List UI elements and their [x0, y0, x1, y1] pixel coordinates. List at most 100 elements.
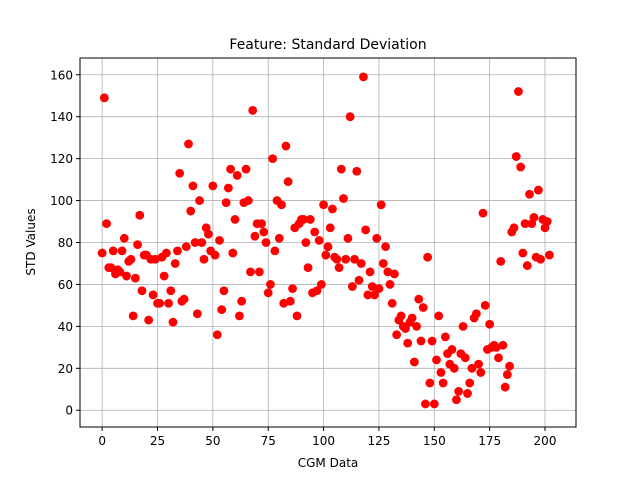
data-point	[181, 242, 191, 252]
data-point	[334, 263, 344, 273]
data-point	[248, 106, 258, 115]
data-point	[350, 254, 359, 264]
grid	[80, 58, 576, 427]
y-tick-label: 60	[58, 278, 73, 292]
data-point	[288, 284, 297, 294]
data-point	[478, 208, 488, 218]
data-point	[161, 248, 171, 258]
data-point	[418, 303, 428, 312]
data-point	[421, 399, 430, 409]
data-point	[212, 330, 222, 340]
data-point	[99, 93, 109, 103]
data-point	[135, 210, 145, 220]
data-point	[392, 330, 402, 340]
data-point	[126, 254, 136, 264]
data-point	[279, 298, 289, 308]
data-point	[305, 215, 315, 224]
data-point	[323, 242, 333, 252]
data-point	[518, 248, 528, 258]
x-tick-label: 25	[150, 434, 165, 448]
data-point	[436, 368, 446, 377]
data-point	[257, 219, 266, 229]
data-point	[217, 305, 227, 314]
data-point	[130, 273, 140, 283]
data-point	[465, 378, 475, 388]
data-point	[219, 286, 229, 296]
data-point	[241, 164, 251, 174]
data-point	[215, 236, 224, 245]
data-point	[509, 223, 519, 233]
data-point	[474, 359, 483, 369]
data-point	[414, 294, 424, 304]
data-point	[412, 321, 421, 331]
data-point	[372, 233, 382, 243]
y-tick-label: 160	[50, 68, 73, 82]
data-point	[359, 72, 368, 82]
data-point	[500, 382, 510, 392]
data-point	[454, 386, 464, 396]
y-tick-label: 20	[58, 362, 73, 376]
data-point	[463, 389, 472, 398]
data-point	[434, 311, 444, 321]
data-point	[423, 252, 433, 262]
data-point	[403, 338, 413, 348]
data-point	[498, 340, 508, 350]
x-tick-label: 175	[478, 434, 501, 448]
data-point	[522, 261, 532, 270]
data-point	[270, 246, 280, 256]
data-point	[303, 263, 313, 273]
data-point	[117, 246, 127, 256]
data-point	[122, 271, 131, 281]
data-point	[471, 309, 481, 319]
data-point	[378, 259, 388, 268]
x-tick-label: 150	[423, 434, 446, 448]
data-point	[159, 271, 169, 281]
data-point	[376, 200, 386, 210]
data-point	[542, 217, 552, 226]
data-point	[175, 168, 185, 178]
data-point	[511, 152, 521, 161]
data-point	[115, 267, 125, 277]
data-point	[545, 250, 554, 260]
data-point	[432, 355, 441, 365]
data-point	[363, 290, 373, 300]
data-point	[204, 229, 213, 239]
data-point	[361, 225, 371, 235]
data-point	[173, 246, 182, 256]
data-point	[365, 267, 375, 277]
data-point	[301, 238, 311, 247]
y-axis-label: STD Values	[24, 208, 38, 275]
data-point	[343, 233, 353, 243]
data-point	[449, 363, 459, 373]
data-point	[250, 231, 260, 241]
x-tick-label: 125	[367, 434, 390, 448]
data-point	[476, 368, 486, 377]
y-axis-ticks: 0 20 40 60 80 100 120 140 160	[50, 68, 80, 418]
data-point	[390, 269, 399, 279]
data-point	[425, 378, 435, 388]
data-point	[325, 223, 335, 233]
data-point	[385, 280, 395, 289]
data-point	[232, 171, 242, 180]
data-point	[268, 154, 278, 164]
y-tick-label: 100	[50, 194, 73, 208]
data-point	[128, 311, 138, 321]
data-point	[514, 87, 523, 96]
data-point	[314, 236, 324, 245]
data-point	[106, 263, 116, 273]
y-tick-label: 120	[50, 152, 73, 166]
y-tick-label: 80	[58, 236, 73, 250]
data-point	[480, 300, 490, 310]
x-tick-label: 50	[205, 434, 220, 448]
data-point	[520, 219, 530, 229]
data-point	[328, 204, 337, 214]
data-point	[356, 259, 366, 268]
data-point	[277, 200, 286, 210]
data-point	[383, 267, 393, 277]
data-point	[352, 166, 362, 176]
y-tick-label: 140	[50, 110, 73, 124]
data-point	[387, 298, 397, 308]
data-point	[319, 200, 328, 210]
data-point	[321, 250, 331, 260]
